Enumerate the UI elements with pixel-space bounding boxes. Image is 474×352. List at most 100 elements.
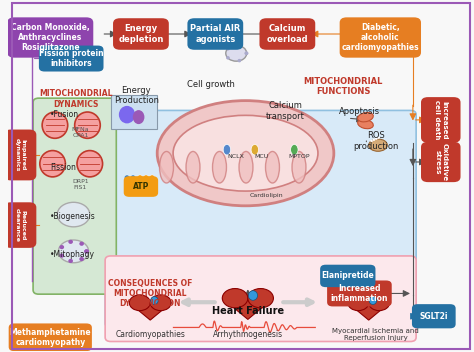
- Ellipse shape: [222, 289, 248, 308]
- Text: Calcium
transport: Calcium transport: [265, 101, 304, 121]
- Text: Cell growth: Cell growth: [187, 80, 235, 89]
- FancyBboxPatch shape: [33, 98, 116, 294]
- Text: Energy
Production: Energy Production: [114, 86, 159, 105]
- Ellipse shape: [226, 47, 230, 50]
- Text: MITOCHONDRIAL
FUNCTIONS: MITOCHONDRIAL FUNCTIONS: [303, 77, 383, 96]
- Text: Diabetic,
alcoholic
cardiomyopathies: Diabetic, alcoholic cardiomyopathies: [342, 23, 419, 52]
- Text: Fission protein
inhibitors: Fission protein inhibitors: [39, 49, 103, 68]
- FancyBboxPatch shape: [4, 202, 36, 248]
- Text: Reduced
clearance: Reduced clearance: [15, 208, 26, 242]
- FancyBboxPatch shape: [187, 18, 243, 50]
- Ellipse shape: [237, 44, 241, 48]
- Ellipse shape: [133, 110, 145, 124]
- Ellipse shape: [358, 113, 374, 122]
- Ellipse shape: [42, 112, 68, 138]
- Ellipse shape: [291, 144, 298, 155]
- Text: ATP: ATP: [133, 182, 149, 191]
- FancyBboxPatch shape: [111, 95, 157, 129]
- Text: Impaired
dynamics: Impaired dynamics: [15, 138, 26, 172]
- Text: Arrhythmogenesis: Arrhythmogenesis: [213, 330, 283, 339]
- Ellipse shape: [248, 289, 273, 308]
- FancyBboxPatch shape: [421, 97, 461, 143]
- Ellipse shape: [375, 138, 378, 140]
- FancyBboxPatch shape: [4, 130, 36, 180]
- Ellipse shape: [358, 119, 374, 129]
- Polygon shape: [222, 298, 273, 319]
- Text: Myocardial Ischemia and
Reperfusion Injury: Myocardial Ischemia and Reperfusion Inju…: [332, 328, 419, 341]
- Ellipse shape: [130, 175, 136, 181]
- Ellipse shape: [237, 59, 241, 62]
- FancyBboxPatch shape: [340, 17, 421, 58]
- Ellipse shape: [129, 295, 150, 310]
- Polygon shape: [129, 303, 171, 320]
- Ellipse shape: [68, 259, 73, 263]
- Ellipse shape: [223, 144, 231, 155]
- Text: MFNa
OPA1: MFNa OPA1: [72, 127, 89, 138]
- Ellipse shape: [239, 151, 253, 183]
- FancyBboxPatch shape: [105, 111, 416, 327]
- Text: Increased
cell death: Increased cell death: [434, 100, 447, 140]
- Text: CONSEQUENCES OF
MITOCHONDRIAL
DYSFUNCTION: CONSEQUENCES OF MITOCHONDRIAL DYSFUNCTIO…: [108, 278, 192, 308]
- Ellipse shape: [245, 51, 248, 55]
- Text: Cardiolipin: Cardiolipin: [250, 193, 283, 198]
- Ellipse shape: [348, 295, 369, 310]
- Text: Methamphetamine
cardiomyopathy: Methamphetamine cardiomyopathy: [9, 328, 91, 347]
- Text: Partial AIR
agonists: Partial AIR agonists: [190, 24, 240, 44]
- Ellipse shape: [160, 151, 173, 183]
- Ellipse shape: [68, 240, 73, 244]
- Ellipse shape: [58, 240, 89, 263]
- Text: MCU: MCU: [255, 154, 269, 159]
- Ellipse shape: [369, 139, 387, 151]
- Text: Calcium
overload: Calcium overload: [266, 24, 308, 44]
- Ellipse shape: [124, 175, 130, 181]
- Ellipse shape: [251, 144, 258, 155]
- Ellipse shape: [57, 202, 90, 227]
- Ellipse shape: [79, 241, 84, 246]
- FancyBboxPatch shape: [9, 323, 92, 351]
- Ellipse shape: [59, 245, 64, 249]
- Ellipse shape: [137, 175, 143, 181]
- Text: Oxidative
stress: Oxidative stress: [434, 143, 447, 181]
- Ellipse shape: [370, 140, 373, 142]
- Ellipse shape: [292, 151, 306, 183]
- Text: Fission: Fission: [50, 163, 76, 172]
- Text: Cardiomyopathies: Cardiomyopathies: [115, 330, 185, 339]
- Ellipse shape: [84, 249, 89, 253]
- Ellipse shape: [84, 249, 89, 253]
- Ellipse shape: [173, 115, 318, 191]
- Text: DRP1
FIS1: DRP1 FIS1: [72, 180, 89, 190]
- Text: Heart Failure: Heart Failure: [212, 306, 284, 316]
- FancyBboxPatch shape: [124, 176, 158, 197]
- FancyBboxPatch shape: [320, 265, 375, 287]
- Ellipse shape: [226, 45, 246, 61]
- FancyBboxPatch shape: [113, 18, 169, 50]
- Ellipse shape: [119, 106, 135, 124]
- Ellipse shape: [377, 137, 380, 139]
- Ellipse shape: [79, 257, 84, 261]
- Ellipse shape: [75, 112, 100, 138]
- Text: Apoptosis: Apoptosis: [339, 107, 380, 116]
- Polygon shape: [348, 303, 390, 320]
- FancyBboxPatch shape: [259, 18, 315, 50]
- Ellipse shape: [373, 139, 375, 141]
- Ellipse shape: [157, 101, 334, 206]
- Ellipse shape: [59, 253, 64, 258]
- Ellipse shape: [369, 297, 377, 304]
- Ellipse shape: [369, 295, 390, 310]
- Ellipse shape: [77, 151, 102, 177]
- Ellipse shape: [40, 151, 65, 177]
- Text: ROS
production: ROS production: [353, 131, 398, 151]
- Ellipse shape: [265, 151, 280, 183]
- FancyBboxPatch shape: [105, 256, 416, 341]
- Text: Carbon Monoxide,
Anthracyclines
Rosiglitazone: Carbon Monoxide, Anthracyclines Rosiglit…: [11, 23, 90, 52]
- Ellipse shape: [248, 291, 257, 300]
- Text: Increased
inflammation: Increased inflammation: [331, 284, 388, 303]
- Ellipse shape: [186, 151, 200, 183]
- Text: MITOCHONDRIAL
DYNAMICS: MITOCHONDRIAL DYNAMICS: [39, 89, 113, 108]
- Text: MPTOP: MPTOP: [288, 154, 310, 159]
- Ellipse shape: [143, 175, 149, 181]
- Text: SGLT2i: SGLT2i: [419, 312, 448, 321]
- Text: Energy
depletion: Energy depletion: [118, 24, 164, 44]
- Text: NCLX: NCLX: [228, 154, 245, 159]
- Text: Elanipretide: Elanipretide: [321, 271, 374, 281]
